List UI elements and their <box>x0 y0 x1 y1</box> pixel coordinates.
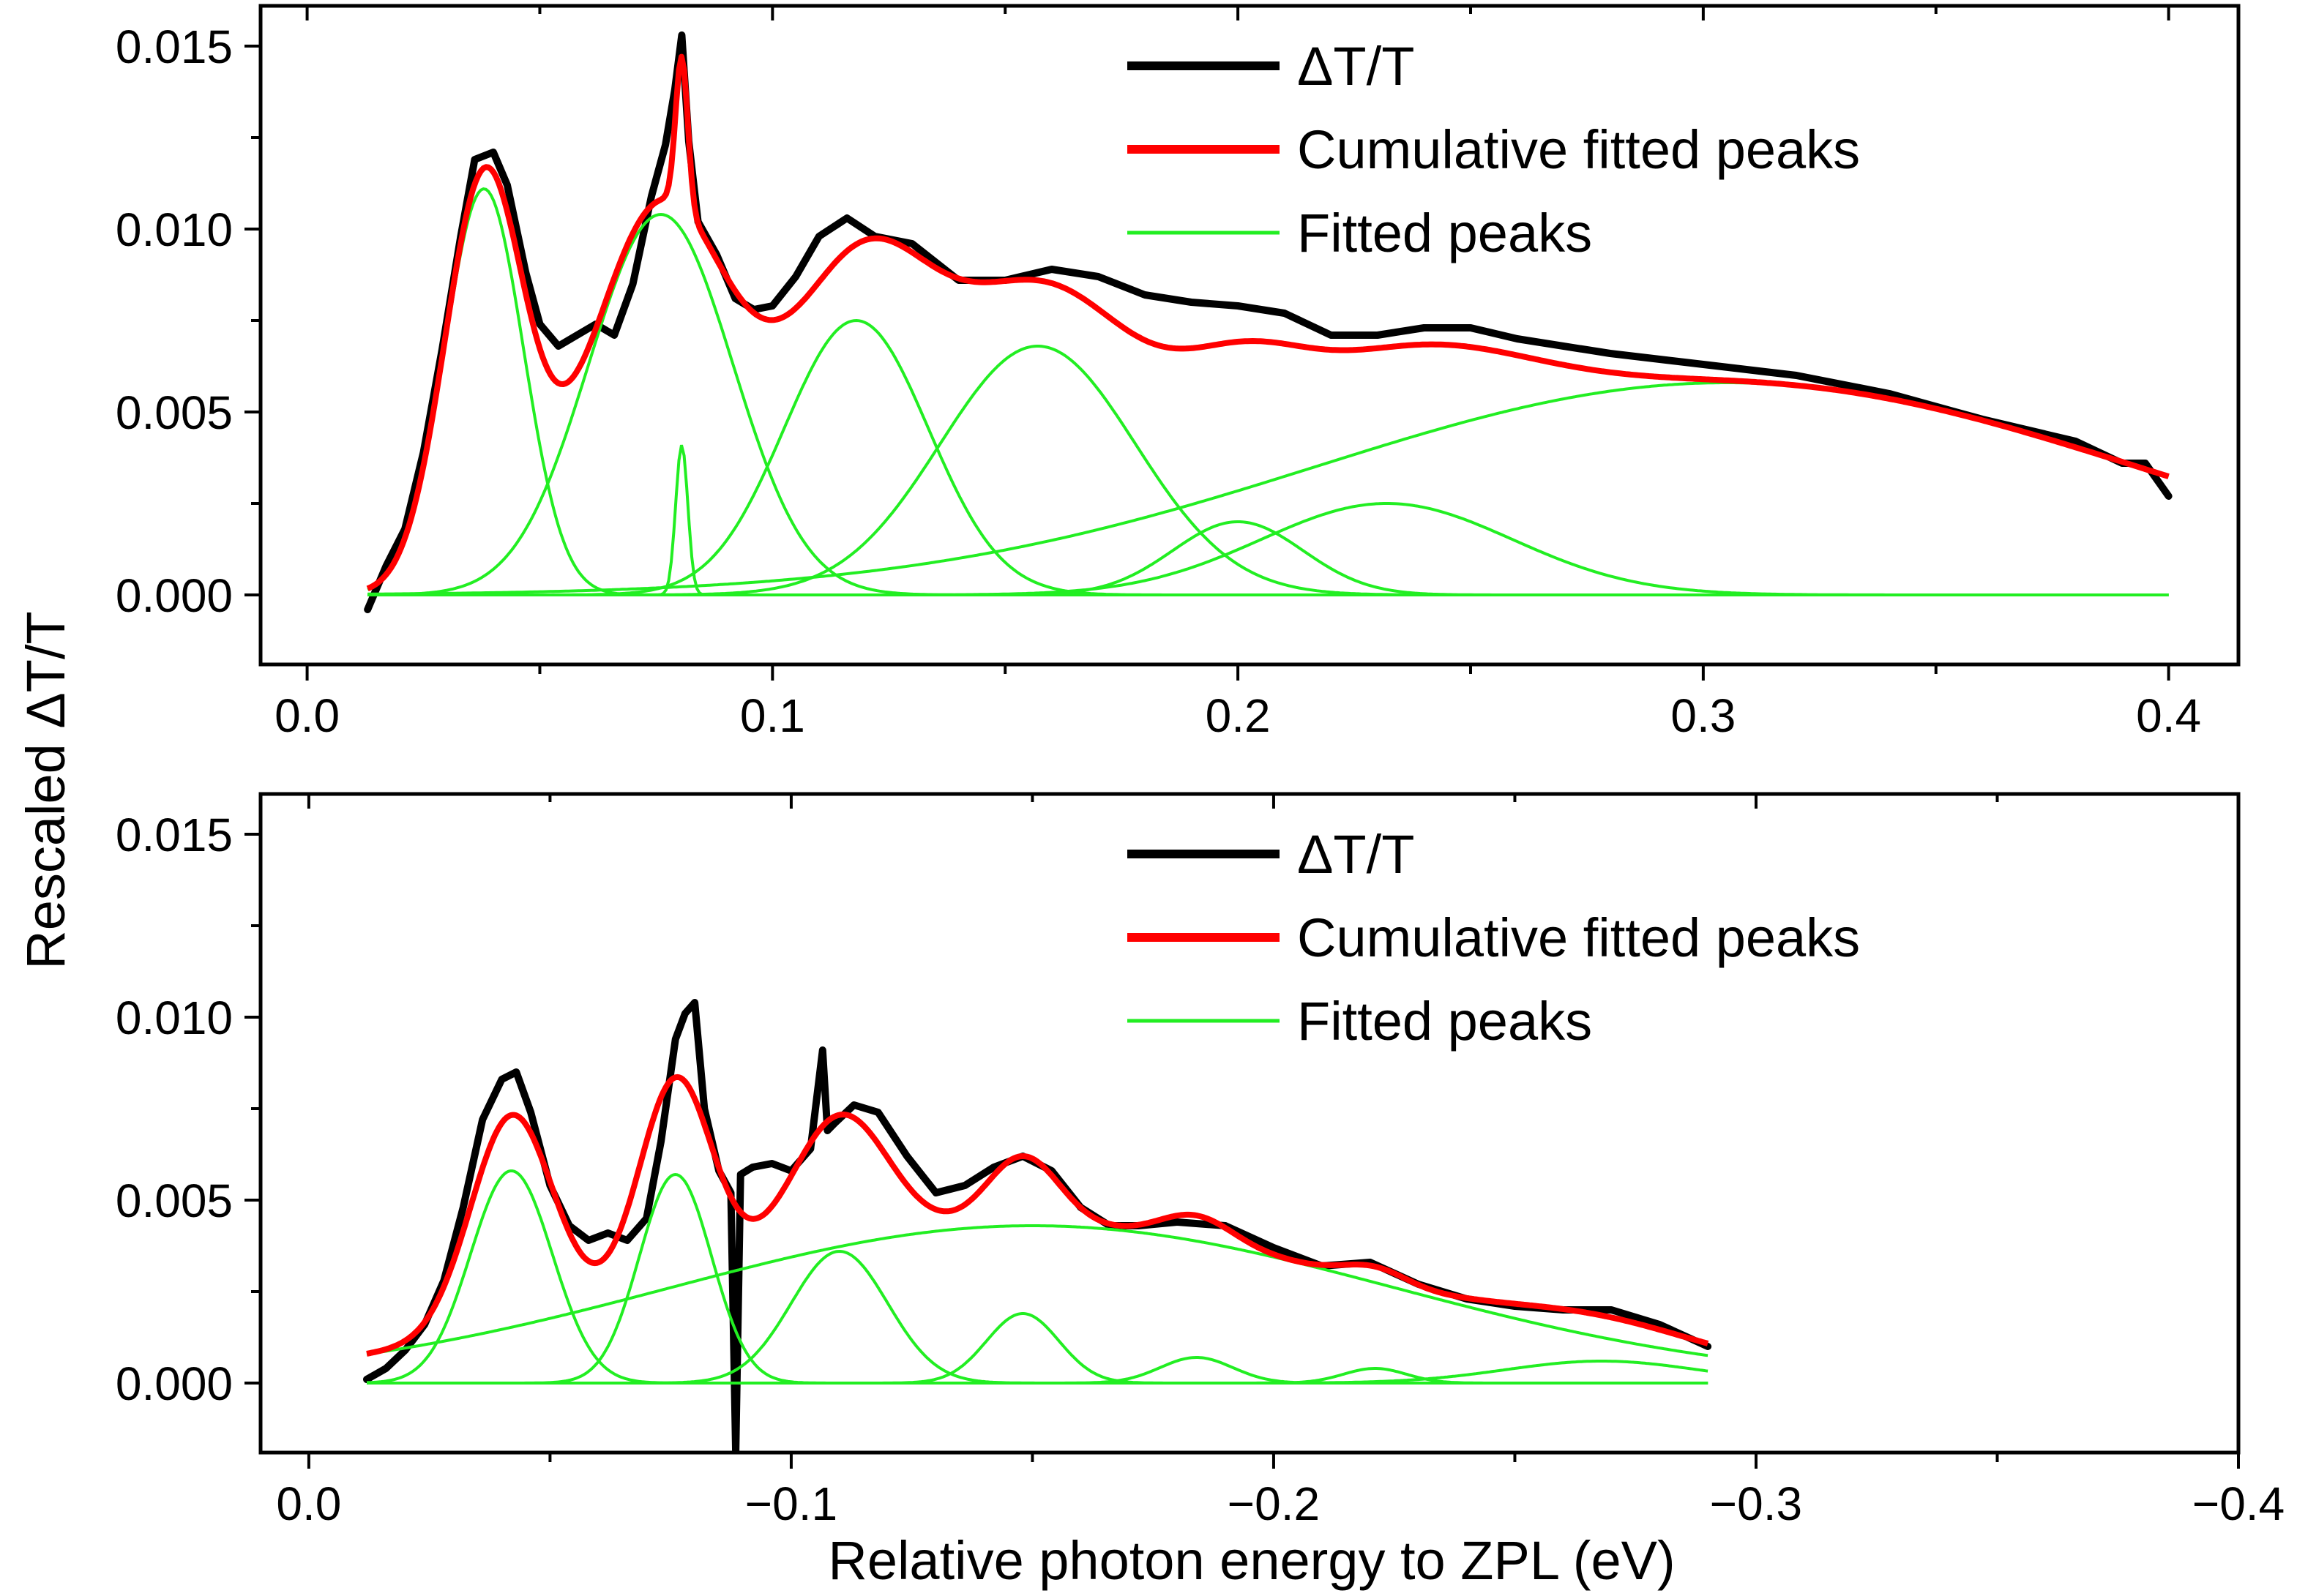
fitted-peak-line-4 <box>367 1312 1708 1385</box>
x-tick-label: −0.3 <box>1710 1477 1802 1530</box>
fitted-peak-line-7 <box>367 502 2169 596</box>
y-tick-label: 0.015 <box>116 809 233 861</box>
y-tick-label: 0.005 <box>116 1174 233 1227</box>
y-tick-label: 0.005 <box>116 386 233 439</box>
legend-item-peaks-label: Fitted peaks <box>1297 991 1592 1052</box>
x-tick-label: 0.1 <box>740 689 805 742</box>
legend-item-measured-label: ΔT/T <box>1297 36 1414 97</box>
y-tick-label: 0.010 <box>116 203 233 256</box>
measured-series-line <box>364 31 2173 613</box>
legend: ΔT/T Cumulative fitted peaks Fitted peaks <box>1127 36 1860 263</box>
x-tick-label: 0.2 <box>1206 689 1271 742</box>
cumulative-fit-line <box>365 1074 1709 1357</box>
legend-item-peaks-label: Fitted peaks <box>1297 203 1592 263</box>
fitted-peak-line-7 <box>367 1360 1708 1385</box>
top-panel: 0.0 0.1 0.2 0.3 0.4 0.000 0.005 0.010 0.015 ΔT/T C… <box>116 4 2241 742</box>
plot-frame <box>258 792 2241 1455</box>
x-tick-label: 0.4 <box>2136 689 2201 742</box>
fitted-peak-line-4 <box>367 318 2169 596</box>
fitted-peak-line-1 <box>366 1169 1708 1385</box>
y-tick-label: 0.010 <box>116 992 233 1044</box>
legend: ΔT/T Cumulative fitted peaks Fitted peaks <box>1127 824 1860 1052</box>
legend-item-cumulative-label: Cumulative fitted peaks <box>1297 119 1860 180</box>
x-tick-label: −0.2 <box>1228 1477 1320 1530</box>
x-tick-label: 0.0 <box>274 689 340 742</box>
y-tick-label: 0.000 <box>116 569 233 622</box>
plot-area <box>364 31 2173 613</box>
fitted-peak-line-2 <box>367 1172 1708 1385</box>
x-tick-label: −0.4 <box>2192 1477 2285 1530</box>
plot-area <box>363 999 1712 1453</box>
plot-frame <box>258 4 2241 667</box>
bottom-panel: 0.0 −0.1 −0.2 −0.3 −0.4 0.000 0.005 0.010 0.015 Δ… <box>116 792 2285 1530</box>
y-tick-label: 0.015 <box>116 20 233 73</box>
fitted-peak-line-8 <box>366 1224 1708 1357</box>
y-tick-label: 0.000 <box>116 1357 233 1410</box>
x-tick-label: −0.1 <box>745 1477 837 1530</box>
legend-item-cumulative-label: Cumulative fitted peaks <box>1297 907 1860 968</box>
fitted-peak-line-3 <box>367 444 2169 596</box>
x-axis-title: Relative photon energy to ZPL (eV) <box>828 1530 1675 1591</box>
legend-item-measured-label: ΔT/T <box>1297 824 1414 885</box>
y-axis-title: Rescaled ΔT/T <box>15 611 76 969</box>
fitted-peak-line-6 <box>367 520 2169 596</box>
fitted-peak-line-8 <box>367 381 2170 596</box>
x-tick-label: 0.3 <box>1670 689 1736 742</box>
fitted-peak-line-5 <box>367 345 2169 596</box>
x-tick-label: 0.0 <box>276 1477 341 1530</box>
cumulative-fit-line <box>366 53 2170 591</box>
